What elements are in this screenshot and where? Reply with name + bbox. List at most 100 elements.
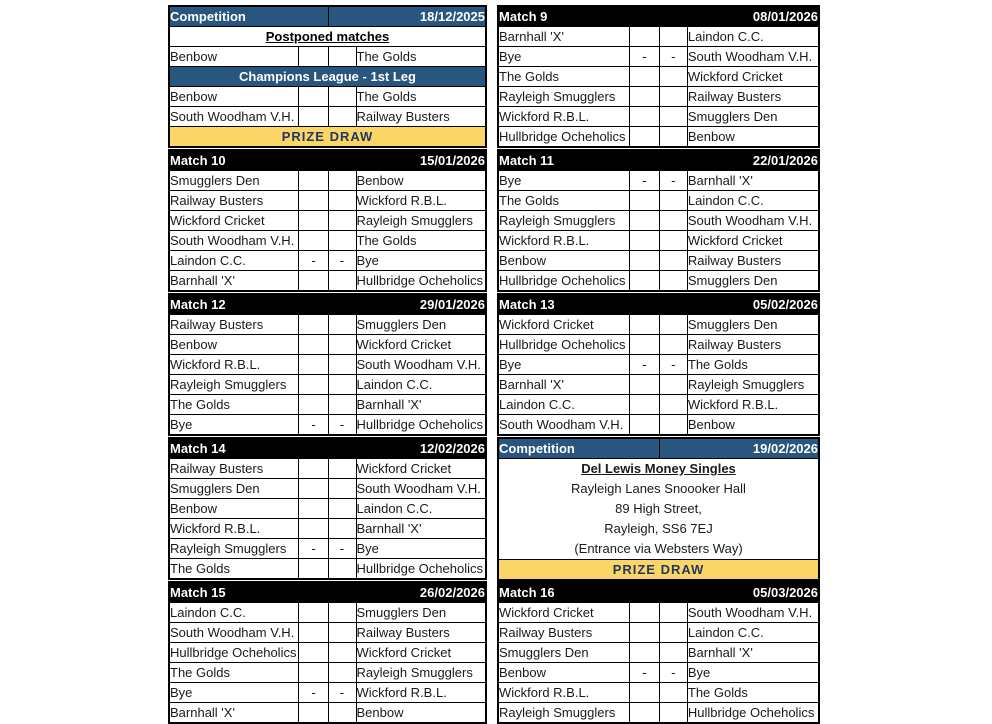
score-cell-1 [298, 354, 329, 375]
home-team-cell: Smugglers Den [168, 478, 300, 499]
score-cell-2 [658, 270, 688, 292]
home-team-cell: Railway Busters [497, 622, 631, 643]
table-title: Match 15 [168, 581, 329, 603]
away-team-cell: Laindon C.C. [686, 26, 820, 47]
table-row: The Golds Barnhall 'X' [168, 394, 487, 415]
away-team-cell: Railway Busters [686, 250, 820, 271]
away-team-cell: Benbow [686, 414, 820, 436]
table-title: Match 12 [168, 293, 329, 315]
table-row: Wickford R.B.L. Wickford Cricket [497, 230, 820, 251]
score-cell-2 [658, 602, 688, 623]
away-team-cell: South Woodham V.H. [686, 210, 820, 231]
score-cell-1 [298, 314, 329, 335]
score-cell-2: - [658, 354, 688, 375]
score-cell-2 [658, 210, 688, 231]
away-team-cell: Hullbridge Ocheholics [355, 270, 487, 292]
table-row: Bye - - South Woodham V.H. [497, 46, 820, 67]
table-row: South Woodham V.H. Railway Busters [168, 106, 487, 127]
table-row: PRIZE DRAW [497, 559, 820, 581]
home-team-cell: Benbow [168, 46, 300, 67]
home-team-cell: Benbow [168, 86, 300, 107]
score-cell-1: - [298, 538, 329, 559]
fixture-table-cell: Competition 19/02/2026 Del Lewis Money Sin… [497, 437, 820, 581]
score-cell-1 [298, 394, 329, 415]
score-cell-1 [298, 602, 329, 623]
table-row: Wickford Cricket Rayleigh Smugglers [168, 210, 487, 231]
table-row: Barnhall 'X' Rayleigh Smugglers [497, 374, 820, 395]
home-team-cell: Laindon C.C. [497, 394, 631, 415]
score-cell-2 [327, 334, 357, 355]
match-table: Match 16 05/03/2026 Wickford Cricket South … [497, 581, 820, 724]
away-team-cell: Wickford Cricket [686, 230, 820, 251]
home-team-cell: Bye [168, 682, 300, 703]
away-team-cell: Hullbridge Ocheholics [686, 702, 820, 724]
score-cell-2 [327, 354, 357, 375]
table-row: Hullbridge Ocheholics Wickford Cricket [168, 642, 487, 663]
score-cell-2 [658, 414, 688, 436]
score-cell-1 [298, 498, 329, 519]
home-team-cell: Barnhall 'X' [497, 374, 631, 395]
score-cell-1 [298, 230, 329, 251]
table-date: 19/02/2026 [658, 437, 820, 459]
table-row: Benbow Laindon C.C. [168, 498, 487, 519]
away-team-cell: Bye [355, 250, 487, 271]
score-cell-1 [298, 662, 329, 683]
away-team-cell: Rayleigh Smugglers [355, 662, 487, 683]
score-cell-1: - [629, 46, 660, 67]
score-cell-2: - [658, 170, 688, 191]
fixture-table-cell: Match 13 05/02/2026 Wickford Cricket Smuggl… [497, 293, 820, 436]
score-cell-2 [658, 682, 688, 703]
table-row: Benbow Railway Busters [497, 250, 820, 271]
score-cell-2 [658, 126, 688, 148]
home-team-cell: South Woodham V.H. [168, 622, 300, 643]
home-team-cell: Hullbridge Ocheholics [497, 270, 631, 292]
away-team-cell: Wickford R.B.L. [355, 190, 487, 211]
table-row: Hullbridge Ocheholics Smugglers Den [497, 270, 820, 292]
table-header-row: Match 11 22/01/2026 [497, 149, 820, 171]
score-cell-1: - [298, 682, 329, 703]
score-cell-1 [629, 682, 660, 703]
score-cell-1 [629, 270, 660, 292]
table-date: 26/02/2026 [327, 581, 487, 603]
score-cell-2 [327, 394, 357, 415]
table-row: Wickford Cricket Smugglers Den [497, 314, 820, 335]
table-row: Wickford Cricket South Woodham V.H. [497, 602, 820, 623]
table-date: 22/01/2026 [658, 149, 820, 171]
score-cell-2 [327, 602, 357, 623]
table-row: Benbow The Golds [168, 46, 487, 67]
home-team-cell: Wickford Cricket [168, 210, 300, 231]
away-team-cell: Wickford R.B.L. [686, 394, 820, 415]
home-team-cell: Wickford R.B.L. [168, 354, 300, 375]
home-team-cell: Hullbridge Ocheholics [497, 334, 631, 355]
score-cell-2 [658, 86, 688, 107]
table-row: Hullbridge Ocheholics Railway Busters [497, 334, 820, 355]
table-row: Railway Busters Wickford Cricket [168, 458, 487, 479]
score-cell-2 [327, 642, 357, 663]
score-cell-2 [327, 190, 357, 211]
away-team-cell: The Golds [355, 230, 487, 251]
away-team-cell: Railway Busters [355, 106, 487, 127]
match-table: Match 9 08/01/2026 Barnhall 'X' Laindon C.C… [497, 5, 820, 148]
away-team-cell: Railway Busters [686, 86, 820, 107]
table-title: Competition [168, 5, 329, 27]
home-team-cell: Benbow [168, 498, 300, 519]
table-row: The Golds Hullbridge Ocheholics [168, 558, 487, 580]
home-team-cell: Bye [497, 170, 631, 191]
table-date: 18/12/2025 [327, 5, 487, 27]
fixtures-grid: Competition 18/12/2025 Postponed matches Be… [168, 5, 820, 724]
table-header-row: Match 9 08/01/2026 [497, 5, 820, 27]
score-cell-1 [629, 66, 660, 87]
table-header-row: Competition 18/12/2025 [168, 5, 487, 27]
table-title: Match 14 [168, 437, 329, 459]
score-cell-1: - [629, 170, 660, 191]
table-row: Railway Busters Wickford R.B.L. [168, 190, 487, 211]
table-row: Railway Busters Smugglers Den [168, 314, 487, 335]
home-team-cell: Rayleigh Smugglers [168, 374, 300, 395]
home-team-cell: Railway Busters [168, 314, 300, 335]
score-cell-2 [327, 106, 357, 127]
table-row: Wickford R.B.L. South Woodham V.H. [168, 354, 487, 375]
table-header-row: Competition 19/02/2026 [497, 437, 820, 459]
score-cell-2 [327, 210, 357, 231]
home-team-cell: Laindon C.C. [168, 602, 300, 623]
home-team-cell: Hullbridge Ocheholics [497, 126, 631, 148]
